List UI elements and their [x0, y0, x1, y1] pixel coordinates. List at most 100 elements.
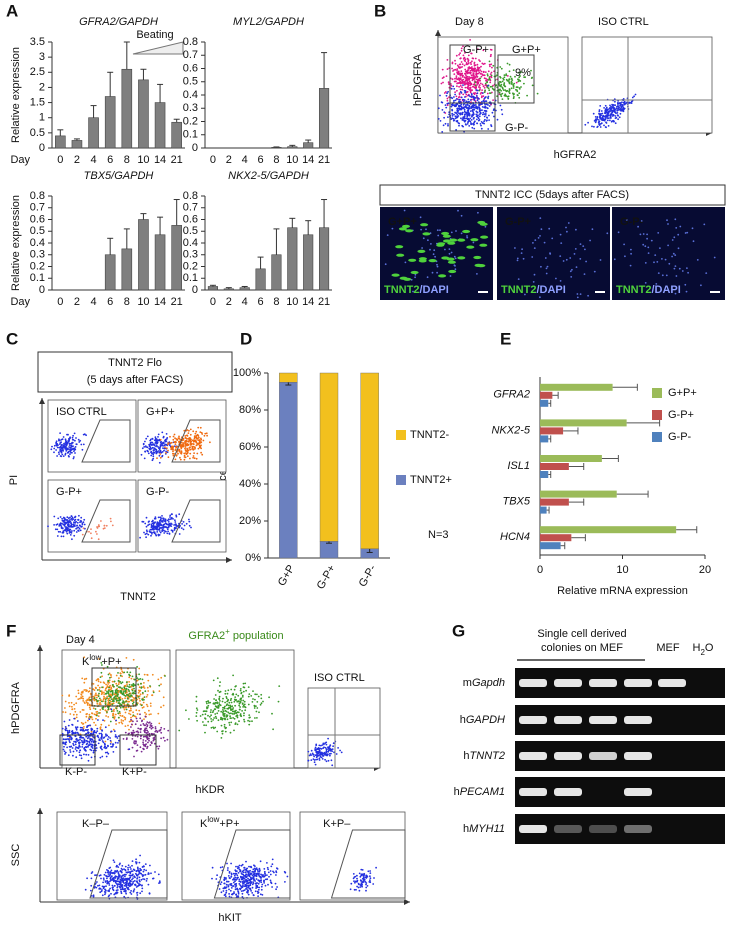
bar — [121, 248, 133, 291]
event-dot — [62, 531, 64, 534]
event-dot — [464, 91, 466, 94]
event-dot — [594, 116, 597, 118]
error-bar — [548, 435, 552, 443]
event-dot — [484, 112, 487, 114]
event-dot — [456, 113, 459, 116]
event-dot — [129, 686, 131, 688]
event-dot — [144, 729, 147, 731]
event-dot — [531, 84, 534, 87]
event-dot — [461, 88, 464, 91]
event-dot — [72, 434, 74, 437]
event-dot — [214, 705, 217, 708]
event-dot — [491, 66, 493, 69]
event-dot — [230, 701, 233, 704]
event-dot — [460, 47, 463, 50]
event-dot — [85, 753, 88, 756]
event-dot — [117, 742, 119, 744]
event-dot — [230, 717, 232, 720]
event-dot — [63, 720, 66, 723]
event-dot — [131, 689, 134, 692]
event-dot — [201, 713, 204, 716]
event-dot — [83, 656, 86, 659]
event-dot — [460, 117, 462, 120]
event-dot — [678, 267, 681, 270]
event-dot — [460, 49, 463, 52]
event-dot — [151, 446, 154, 449]
event-dot — [235, 693, 238, 696]
event-dot — [468, 114, 471, 117]
event-dot — [119, 686, 121, 689]
event-dot — [61, 727, 64, 730]
event-dot — [519, 80, 522, 82]
event-dot — [148, 739, 150, 742]
event-dot — [83, 753, 85, 756]
event-dot — [171, 529, 174, 532]
event-dot — [158, 729, 161, 732]
event-dot — [314, 746, 317, 749]
event-dot — [609, 117, 612, 119]
event-dot — [436, 263, 438, 266]
event-dot — [519, 75, 521, 77]
x-tick-label: 6 — [258, 296, 264, 308]
event-dot — [143, 682, 145, 684]
event-dot — [139, 536, 142, 539]
event-dot — [138, 880, 141, 883]
event-dot — [630, 252, 632, 255]
event-dot — [166, 738, 169, 741]
event-dot — [579, 293, 582, 295]
event-dot — [104, 871, 107, 874]
event-dot — [453, 104, 456, 106]
event-dot — [565, 258, 568, 261]
event-dot — [144, 863, 147, 865]
event-dot — [191, 439, 194, 442]
event-dot — [477, 117, 480, 120]
event-dot — [197, 443, 200, 445]
event-dot — [108, 699, 111, 702]
event-dot — [469, 95, 471, 98]
event-dot — [206, 434, 209, 437]
event-dot — [163, 532, 166, 534]
event-dot — [549, 253, 552, 255]
event-dot — [149, 864, 151, 867]
event-dot — [131, 874, 134, 877]
event-dot — [126, 877, 129, 880]
event-dot — [90, 745, 93, 748]
event-dot — [121, 670, 124, 673]
event-dot — [475, 110, 478, 113]
event-dot — [77, 438, 80, 441]
event-dot — [121, 698, 124, 700]
event-dot — [212, 726, 215, 729]
event-dot — [158, 534, 161, 536]
event-dot — [60, 455, 63, 458]
event-dot — [90, 532, 92, 535]
event-dot — [138, 879, 141, 882]
event-dot — [386, 234, 389, 237]
event-dot — [237, 694, 240, 697]
y-tick-label: NKX2-5 — [491, 424, 530, 436]
event-dot — [157, 436, 159, 438]
event-dot — [111, 691, 114, 694]
event-dot — [164, 739, 166, 742]
event-dot — [62, 436, 65, 438]
gate-label: K-P- — [65, 766, 87, 778]
event-dot — [617, 231, 620, 234]
event-dot — [170, 522, 172, 525]
event-dot — [242, 686, 245, 689]
event-dot — [132, 868, 135, 871]
event-dot — [113, 861, 116, 863]
event-dot — [64, 523, 67, 525]
event-dot — [120, 682, 123, 685]
event-dot — [453, 88, 456, 90]
event-dot — [152, 451, 155, 454]
event-dot — [483, 100, 486, 103]
bar — [303, 234, 314, 291]
event-dot — [532, 242, 534, 244]
event-dot — [446, 104, 449, 107]
event-dot — [464, 119, 467, 122]
y-tick-label: 0.1 — [183, 272, 198, 284]
event-dot — [120, 892, 123, 895]
event-dot — [123, 868, 125, 870]
event-dot — [323, 746, 325, 749]
event-dot — [473, 83, 475, 86]
event-dot — [633, 95, 635, 98]
